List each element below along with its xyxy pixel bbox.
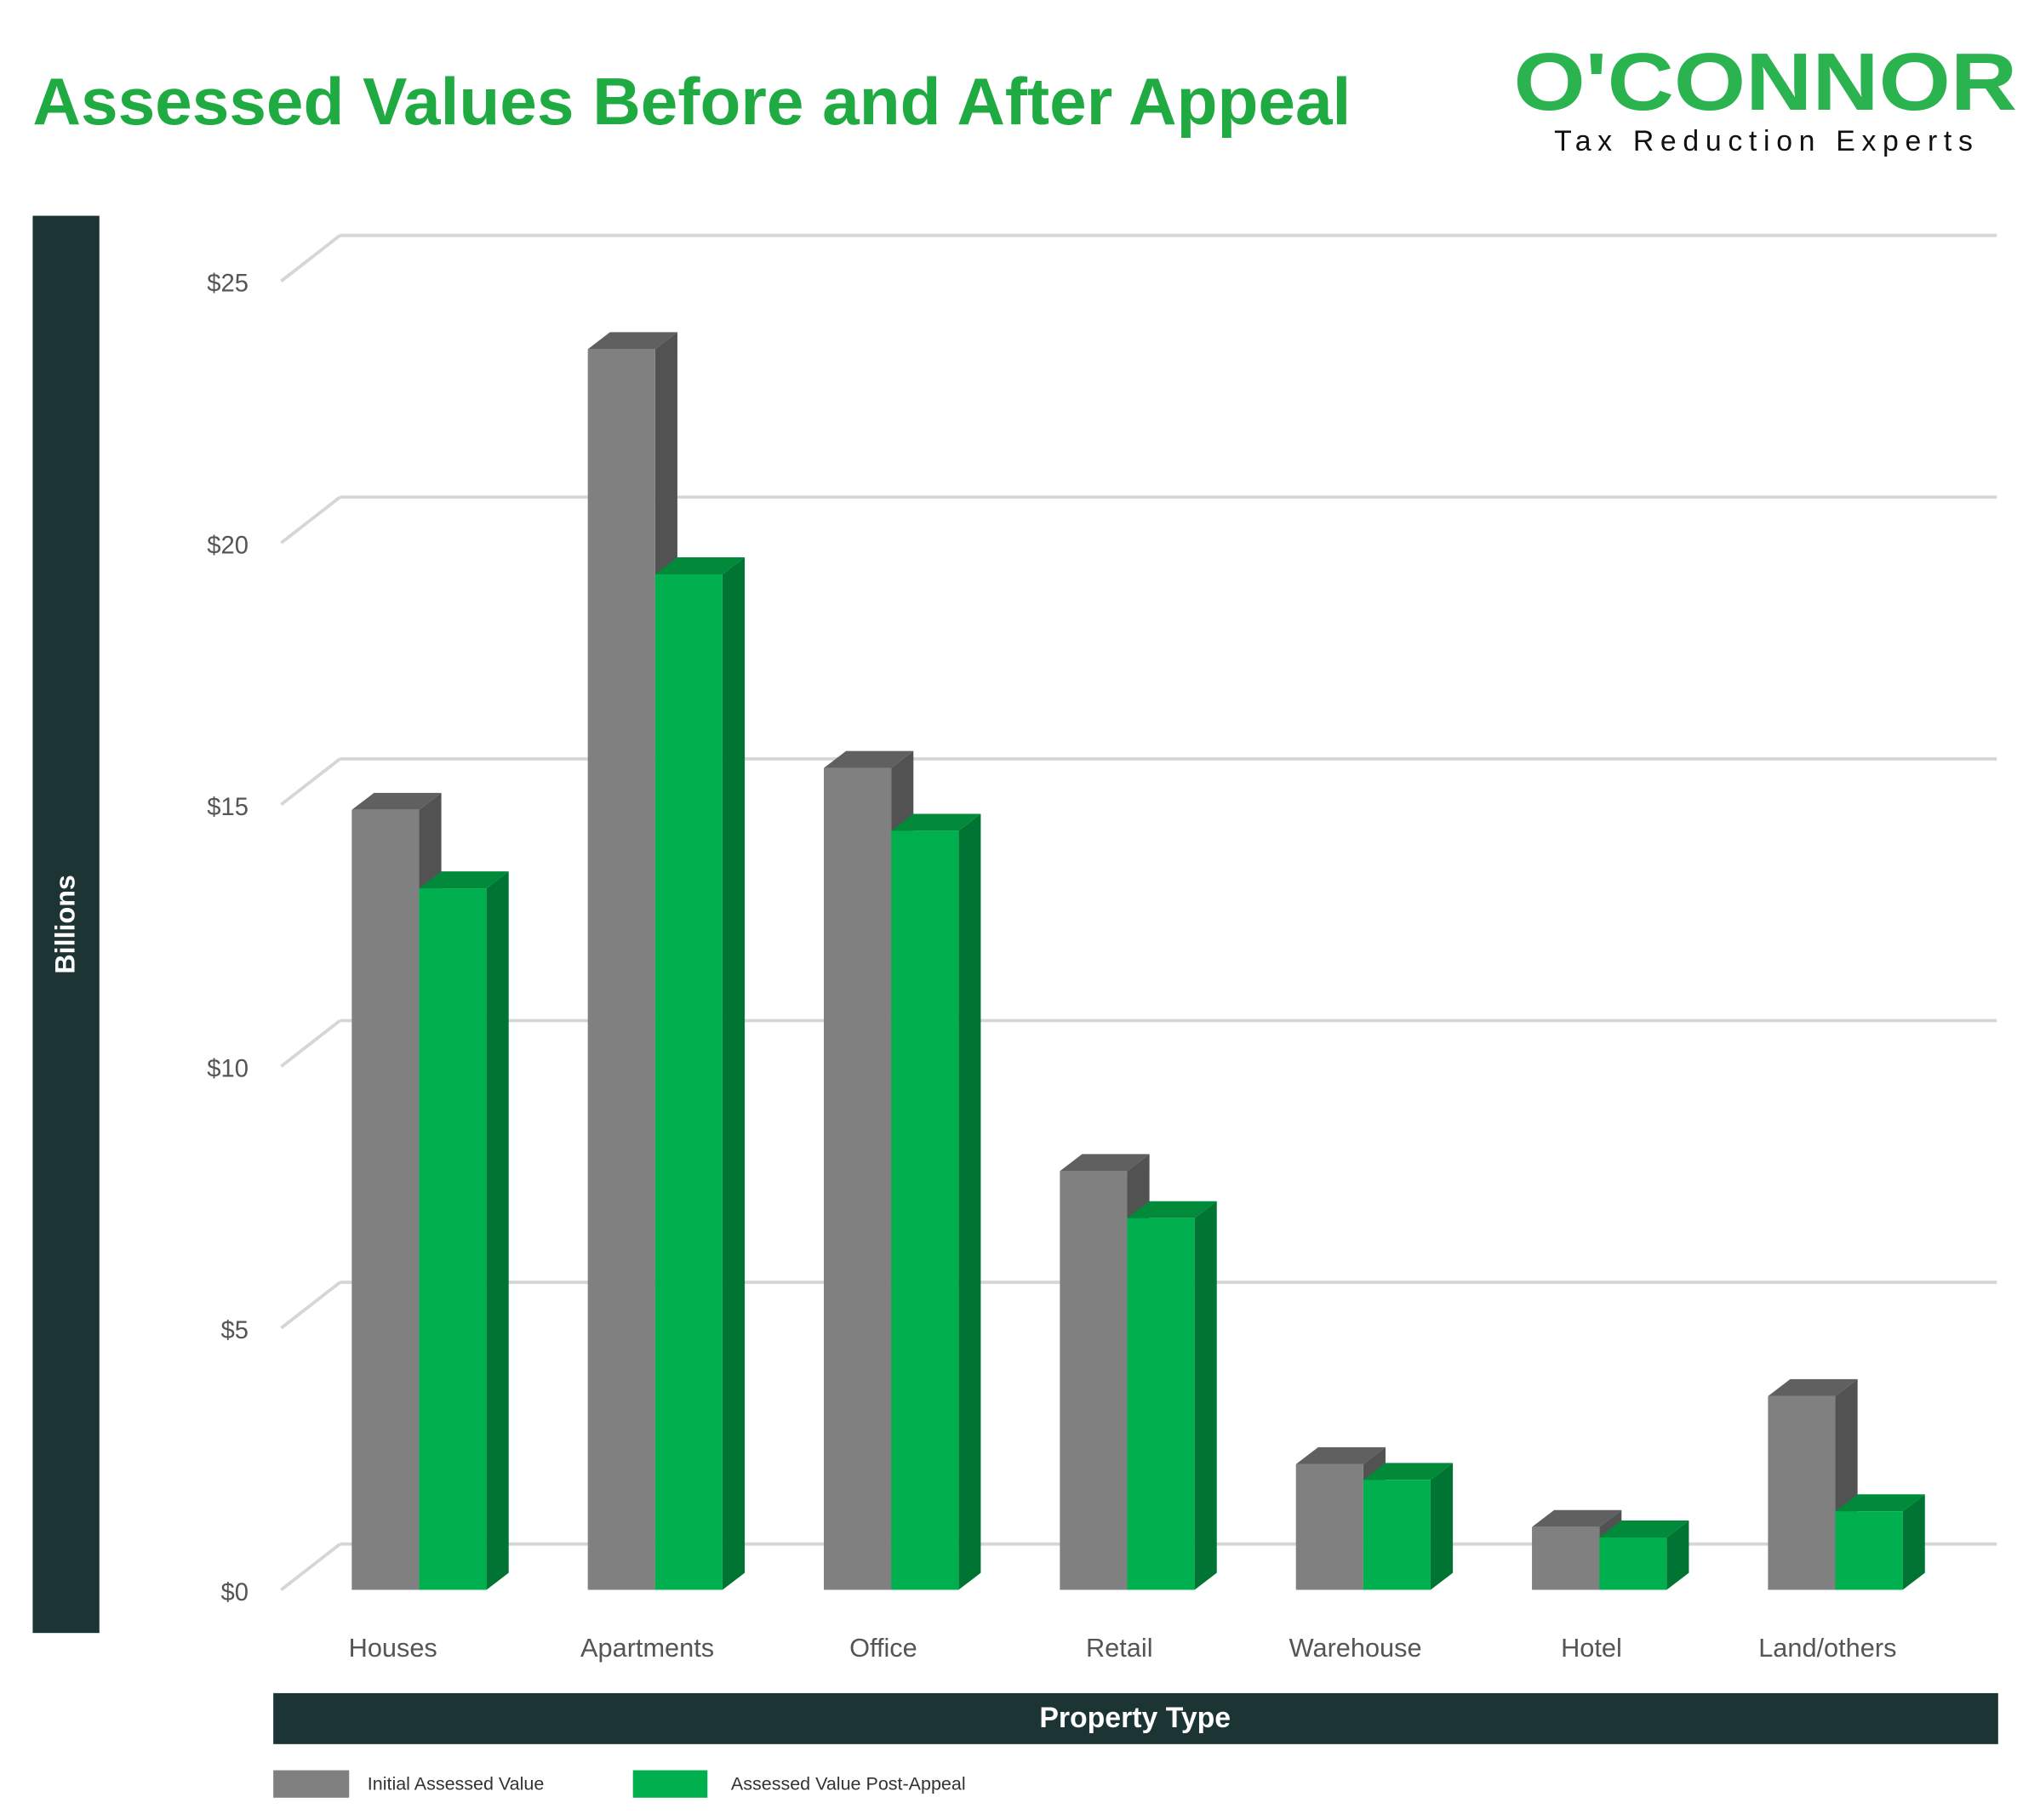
bar-post-appeal-top [1127,1201,1217,1218]
bar-post-appeal-side [958,813,981,1590]
oconnor-logo: O'CONNOR Tax Reduction Experts [1514,37,2018,157]
x-tick-labels: Houses Apartments Office Retail Warehouse Hot… [349,1633,1897,1663]
y-tick-labels: $0 $5 $10 $15 $20 $25 [207,271,249,1606]
bar-post-appeal [1599,1537,1667,1590]
bar-post-appeal-side [1430,1463,1454,1590]
bar-initial-top [1060,1154,1150,1172]
bar-post-appeal-side [1194,1201,1217,1590]
bar-post-appeal-top [1363,1463,1454,1481]
bar-group-office [824,750,981,1590]
y-tick-label: $5 [220,1317,248,1344]
bar-initial-top [587,332,677,350]
y-axis-label: Billions [50,875,81,973]
y-axis-band [32,215,100,1634]
x-axis-label: Property Type [1039,1702,1231,1734]
bar-post-appeal-top [419,871,509,889]
bar-post-appeal [1363,1480,1431,1590]
bar-post-appeal [419,888,487,1590]
bar-initial [351,809,420,1590]
bar-post-appeal-side [1666,1520,1689,1590]
gridline-diagonal [280,1281,341,1330]
bar-post-appeal [1127,1218,1195,1590]
logo-tagline: Tax Reduction Experts [1554,125,1979,157]
x-tick-label: Retail [1086,1633,1153,1663]
bar-group-retail [1060,1154,1217,1590]
bar-post-appeal [1835,1511,1903,1590]
bars [351,332,1925,1590]
bar-initial [1532,1526,1600,1590]
gridline-diagonal [280,234,341,282]
bar-initial [587,349,655,1590]
legend-swatch-initial [273,1770,350,1798]
x-tick-label: Hotel [1561,1633,1622,1663]
logo-wordmark: O'CONNOR [1514,37,2018,128]
legend-label-post: Assessed Value Post-Appeal [731,1774,966,1794]
bar-post-appeal-side [486,871,509,1590]
legend: Initial Assessed Value Assessed Value Po… [273,1770,966,1798]
y-tick-label: $25 [207,271,249,298]
bar-post-appeal-top [654,556,746,574]
bar-initial-top [824,750,914,768]
x-tick-label: Warehouse [1289,1633,1422,1663]
bar-initial-top [351,792,442,810]
gridline-diagonal [280,495,341,545]
bar-group-warehouse [1295,1446,1454,1590]
bar-post-appeal [891,830,959,1590]
x-tick-label: Land/others [1758,1633,1896,1663]
bar-initial [824,767,892,1590]
x-tick-label: Houses [349,1633,437,1663]
x-tick-label: Apartments [580,1633,714,1663]
bar-initial [1768,1395,1836,1590]
bar-post-appeal [654,573,723,1590]
bar-post-appeal-side [722,556,746,1590]
bar-post-appeal-top [891,813,981,831]
bar-group-apartments [587,332,746,1590]
y-tick-label: $15 [207,794,249,821]
y-tick-label: $10 [207,1056,249,1083]
bar-group-land-others [1768,1378,1925,1590]
bar-group-hotel [1532,1509,1689,1590]
gridline-diagonal [280,757,341,807]
bar-post-appeal-top [1835,1494,1925,1512]
gridline-diagonal [280,1018,341,1068]
y-tick-label: $0 [220,1579,248,1606]
bar-post-appeal-side [1902,1494,1925,1590]
bar-initial-top [1295,1446,1386,1464]
gridline-diagonal [280,1543,341,1592]
bar-group-houses [351,792,509,1590]
bar-post-appeal-top [1599,1520,1689,1538]
bar-initial-top [1532,1509,1622,1527]
legend-swatch-post [632,1770,708,1798]
bar-initial [1060,1171,1128,1590]
y-tick-label: $20 [207,532,249,559]
x-tick-label: Office [849,1633,917,1663]
bar-initial-top [1768,1378,1858,1396]
x-axis-band [273,1692,1998,1744]
legend-label-initial: Initial Assessed Value [368,1774,545,1794]
chart-title: Assessed Values Before and After Appeal [32,64,1351,139]
bar-initial [1295,1463,1363,1590]
